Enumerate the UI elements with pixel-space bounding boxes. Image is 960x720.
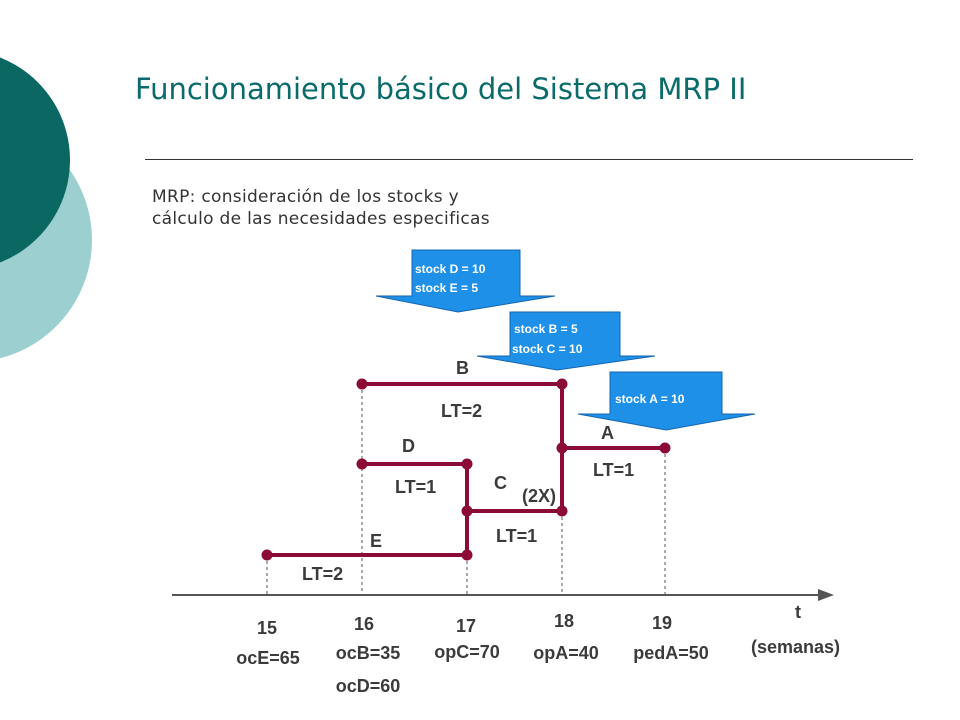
week-label: 18 xyxy=(554,611,574,631)
week-label: 19 xyxy=(652,613,672,633)
bom-lines xyxy=(267,382,665,557)
item-mult-c: (2X) xyxy=(522,486,556,506)
stock-text: stock E = 5 xyxy=(415,281,478,295)
week-label: 16 xyxy=(354,614,374,634)
stock-text: stock B = 5 xyxy=(514,322,578,336)
stock-text: stock A = 10 xyxy=(615,392,685,406)
item-label-c: C xyxy=(494,473,507,493)
subtitle-line-1: MRP: consideración de los stocks y xyxy=(152,187,459,207)
title-divider xyxy=(145,159,913,160)
stock-text: stock C = 10 xyxy=(512,342,583,356)
stock-arrow-b-c: stock B = 5 stock C = 10 xyxy=(476,311,656,371)
week-guides xyxy=(266,384,666,595)
node xyxy=(261,549,273,561)
item-label-d: D xyxy=(402,436,415,456)
item-label-b: B xyxy=(456,358,469,378)
axis-label-t: t xyxy=(795,602,801,622)
item-lt-b: LT=2 xyxy=(441,401,482,421)
stock-text: stock D = 10 xyxy=(415,262,486,276)
node xyxy=(461,505,473,517)
item-label-e: E xyxy=(370,531,382,551)
node xyxy=(556,505,568,517)
order-label: pedA=50 xyxy=(633,643,709,663)
item-lt-c: LT=1 xyxy=(496,526,537,546)
node xyxy=(461,549,473,561)
node xyxy=(659,442,671,454)
order-label: ocB=35 xyxy=(336,643,401,663)
stock-arrow-d-e: stock D = 10 stock E = 5 xyxy=(375,249,556,313)
node xyxy=(556,378,568,390)
stock-arrow-a: stock A = 10 xyxy=(577,371,756,431)
time-axis xyxy=(172,589,834,601)
subtitle-line-2: cálculo de las necesidades especificas xyxy=(152,209,490,229)
page-title: Funcionamiento básico del Sistema MRP II xyxy=(135,72,747,106)
week-label: 17 xyxy=(456,616,476,636)
order-label: opA=40 xyxy=(533,643,599,663)
node xyxy=(461,458,473,470)
order-label: ocD=60 xyxy=(336,676,401,696)
week-label: 15 xyxy=(257,618,277,638)
decor-circle-dark xyxy=(0,57,70,263)
order-label: opC=70 xyxy=(434,642,500,662)
node xyxy=(356,458,368,470)
item-label-a: A xyxy=(601,423,614,443)
order-label: ocE=65 xyxy=(236,648,300,668)
node xyxy=(556,442,568,454)
node xyxy=(356,378,368,390)
bom-nodes xyxy=(261,378,671,561)
item-lt-e: LT=2 xyxy=(302,564,343,584)
item-lt-d: LT=1 xyxy=(395,477,436,497)
item-lt-a: LT=1 xyxy=(593,460,634,480)
subtitle: MRP: consideración de los stocks y cálcu… xyxy=(152,186,490,230)
axis-unit: (semanas) xyxy=(751,637,840,657)
